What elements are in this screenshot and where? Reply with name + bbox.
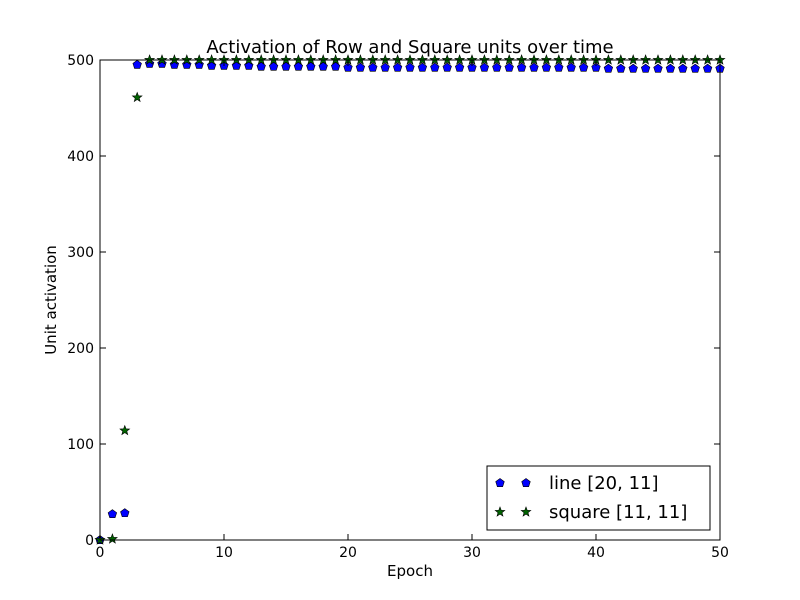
line-point (368, 62, 378, 72)
line-point (678, 63, 688, 73)
legend-marker (520, 506, 532, 517)
x-tick-label: 40 (587, 545, 605, 561)
line-point (628, 63, 638, 73)
line-point (343, 62, 353, 72)
y-tick-label: 100 (67, 437, 94, 453)
line-point (529, 62, 539, 72)
square-point (106, 533, 118, 544)
y-tick-label: 500 (67, 53, 94, 69)
line-point (541, 62, 552, 72)
legend-box (486, 465, 711, 531)
line-point (430, 62, 440, 72)
line-point (330, 61, 341, 71)
line-point (640, 63, 651, 73)
y-tick-label: 300 (67, 245, 94, 261)
x-axis-label: Epoch (387, 562, 433, 580)
x-tick-label: 20 (339, 545, 357, 561)
line-point (442, 62, 452, 72)
line-point (318, 61, 328, 71)
line-point (690, 63, 700, 73)
legend-label: line [20, 11] (549, 473, 659, 494)
line-point (702, 63, 713, 73)
square-point (131, 91, 143, 103)
line-point (132, 59, 142, 69)
line-point (405, 62, 415, 72)
line-point (120, 508, 130, 518)
legend-marker (494, 506, 506, 517)
y-tick-label: 0 (85, 533, 94, 549)
line-point (380, 62, 390, 72)
line-point (268, 61, 279, 71)
line-point (256, 61, 266, 71)
line-point (355, 62, 366, 72)
legend-marker (495, 478, 505, 487)
square-point (119, 424, 131, 436)
line-point (281, 61, 291, 71)
line-point (107, 509, 118, 519)
chart-title: Activation of Row and Square units over … (206, 37, 613, 58)
line-point (479, 62, 490, 72)
x-tick-label: 50 (711, 545, 729, 561)
line-point (603, 63, 614, 73)
legend-marker (521, 478, 531, 487)
legend: line [20, 11] square [11, 11] (486, 465, 711, 531)
line-point (492, 62, 502, 72)
x-tick-label: 30 (463, 545, 481, 561)
x-tick-label: 10 (215, 545, 233, 561)
line-point (516, 62, 527, 72)
axes-frame (99, 59, 721, 541)
line-point (467, 62, 477, 72)
line-point (665, 63, 676, 73)
line-point (306, 61, 316, 71)
line-point (554, 62, 564, 72)
line-point (454, 62, 465, 72)
line-point (578, 62, 589, 72)
line-point (591, 62, 601, 72)
y-tick-label: 400 (67, 149, 94, 165)
line-point (504, 62, 514, 72)
series-0 (95, 58, 725, 544)
y-axis-label: Unit activation (42, 245, 60, 355)
line-point (392, 62, 403, 72)
legend-label: square [11, 11] (549, 502, 687, 523)
line-point (653, 63, 663, 73)
x-tick-label: 0 (96, 545, 105, 561)
line-point (293, 61, 304, 71)
line-point (566, 62, 576, 72)
line-point (417, 62, 428, 72)
line-point (616, 63, 626, 73)
y-tick-label: 200 (67, 341, 94, 357)
